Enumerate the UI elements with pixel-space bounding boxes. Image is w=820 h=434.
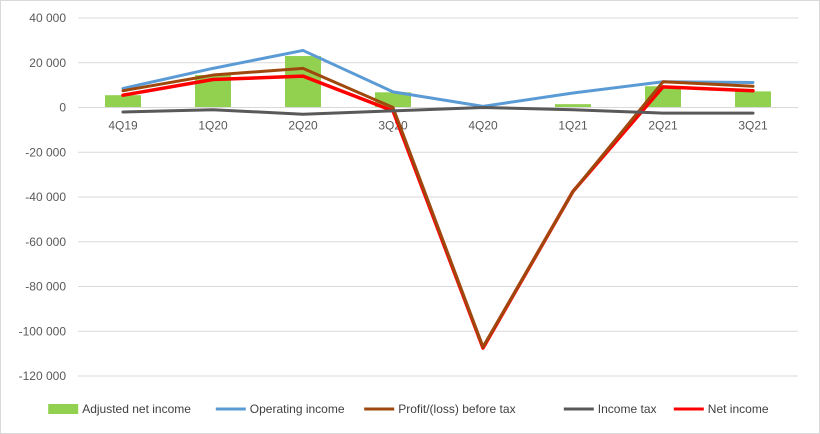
- legend-label: Income tax: [598, 402, 657, 416]
- legend-label: Net income: [708, 402, 769, 416]
- gridlines: [78, 17, 798, 377]
- legend-item-operating-income: Operating income: [215, 402, 345, 416]
- y-tick-label: -40 000: [25, 190, 66, 204]
- legend-item-profit-loss-before-tax: Profit/(loss) before tax: [364, 402, 516, 416]
- y-axis-tick-labels: 40 000 20 000 0 -20 000 -40 000 -60 000 -80 00…: [19, 11, 67, 383]
- y-tick-label: 40 000: [29, 11, 66, 25]
- x-tick-label: 2Q20: [288, 119, 318, 133]
- y-tick-label: -20 000: [25, 145, 66, 159]
- legend-label: Adjusted net income: [82, 402, 191, 416]
- legend-swatch: [48, 404, 79, 414]
- x-tick-label: 4Q20: [468, 119, 498, 133]
- x-tick-label: 2Q21: [648, 119, 678, 133]
- x-tick-label: 4Q19: [108, 119, 138, 133]
- bar-1q21: [555, 104, 591, 108]
- legend-label: Operating income: [250, 402, 345, 416]
- y-tick-label: -120 000: [19, 369, 67, 383]
- bar-3q21: [735, 91, 771, 108]
- y-tick-label: 0: [59, 101, 66, 115]
- line-series: [121, 48, 755, 350]
- y-tick-label: -80 000: [25, 280, 66, 294]
- x-tick-label: 3Q20: [378, 119, 408, 133]
- legend-item-adjusted-net-income: Adjusted net income: [48, 402, 191, 416]
- y-tick-label: 20 000: [29, 56, 66, 70]
- x-tick-label: 1Q21: [558, 119, 588, 133]
- bar-4q19: [105, 95, 141, 108]
- line-profit-loss-before-tax: [121, 66, 755, 349]
- y-tick-label: -100 000: [19, 324, 67, 338]
- line-operating-income: [121, 48, 755, 108]
- line-income-tax: [121, 106, 755, 116]
- x-tick-label: 3Q21: [738, 119, 768, 133]
- y-tick-label: -60 000: [25, 235, 66, 249]
- legend: Adjusted net income Operating income Profi…: [48, 402, 769, 416]
- x-axis-tick-labels: 4Q19 1Q20 2Q20 3Q20 4Q20 1Q21 2Q21 3Q21: [108, 119, 768, 133]
- x-tick-label: 1Q20: [198, 119, 228, 133]
- legend-item-net-income: Net income: [673, 402, 769, 416]
- legend-label: Profit/(loss) before tax: [398, 402, 515, 416]
- legend-item-income-tax: Income tax: [563, 402, 657, 416]
